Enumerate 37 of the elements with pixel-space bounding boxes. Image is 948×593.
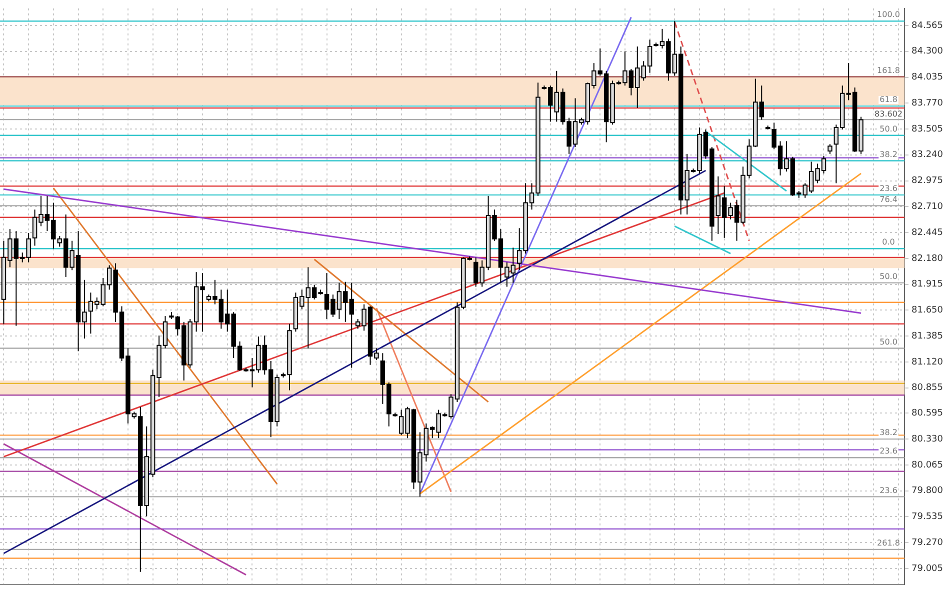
y-tick-label: 82.445 xyxy=(912,228,944,238)
annotation: 0.0 xyxy=(882,238,895,247)
y-tick-label: 82.975 xyxy=(912,176,944,186)
annotation: 38.2 xyxy=(880,150,898,159)
y-tick-label: 80.855 xyxy=(912,383,944,394)
annotation: 61.8 xyxy=(880,95,898,104)
y-tick-label: 83.770 xyxy=(912,98,944,108)
annotation: 38.2 xyxy=(880,428,898,438)
y-tick-label: 79.270 xyxy=(912,538,944,548)
annotation: 261.8 xyxy=(877,538,900,548)
y-tick-label: 80.065 xyxy=(912,460,944,470)
y-tick-label: 81.120 xyxy=(912,357,944,368)
annotation: 50.0 xyxy=(880,124,898,134)
y-tick-label: 82.180 xyxy=(912,254,944,264)
annotation: 100.0 xyxy=(877,10,900,20)
y-tick-label: 80.330 xyxy=(912,434,944,444)
annotation: 76.4 xyxy=(880,194,898,204)
y-tick-label: 79.800 xyxy=(912,486,944,496)
y-tick-label: 83.240 xyxy=(912,150,944,160)
annotation: 23.6 xyxy=(880,446,898,456)
y-tick-label: 84.565 xyxy=(912,20,944,31)
y-tick-label: 84.035 xyxy=(912,72,944,83)
y-tick-label: 82.710 xyxy=(912,202,944,212)
annotation: 161.8 xyxy=(877,66,900,75)
y-tick-label: 81.650 xyxy=(912,306,944,316)
annotation: 50.0 xyxy=(880,337,898,346)
y-tick-label: 81.915 xyxy=(912,280,944,290)
annotation: 50.0 xyxy=(880,272,898,281)
annotation: 23.6 xyxy=(880,184,898,194)
y-tick-label: 83.505 xyxy=(912,124,944,134)
y-tick-label: 81.385 xyxy=(912,331,944,342)
y-tick-label: 80.595 xyxy=(912,408,944,419)
annotation: 23.6 xyxy=(880,486,898,495)
y-tick-label: 79.005 xyxy=(912,564,944,574)
ref-line-label: 83.602 xyxy=(874,110,903,119)
y-tick-label: 84.300 xyxy=(912,46,944,57)
y-tick-label: 79.535 xyxy=(912,512,944,522)
